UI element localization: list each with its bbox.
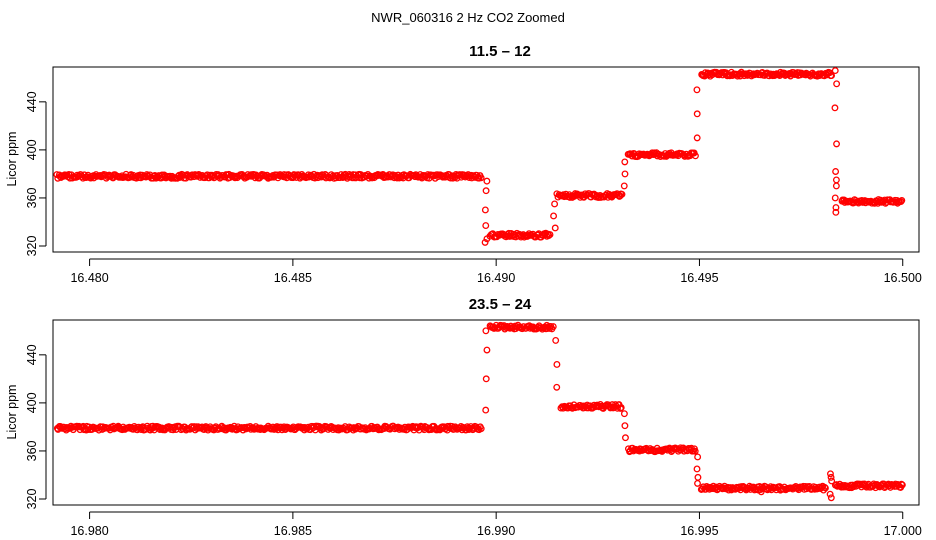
data-point bbox=[483, 346, 491, 354]
data-point bbox=[482, 187, 490, 195]
data-point bbox=[827, 473, 835, 481]
data-point bbox=[481, 238, 489, 246]
data-point bbox=[552, 336, 560, 344]
y-axis-label: Licor ppm bbox=[5, 385, 19, 440]
data-points bbox=[53, 67, 906, 246]
plot-frame bbox=[52, 66, 920, 253]
x-tick-label: 16.485 bbox=[274, 271, 312, 285]
data-point bbox=[617, 404, 625, 412]
plot-frame bbox=[52, 319, 920, 506]
y-tick-label: 400 bbox=[25, 139, 39, 160]
data-point bbox=[827, 494, 835, 502]
data-point bbox=[693, 465, 701, 473]
data-point bbox=[482, 375, 490, 383]
data-point bbox=[833, 140, 840, 148]
axis-ticks: 16.980 16.985 16.990 16.995 17.000 320 360 400 4… bbox=[25, 344, 922, 538]
panel-title: 23.5 – 24 bbox=[469, 296, 532, 313]
panel-top: 11.5 – 12 16.480 16.485 16.490 16.495 16.500… bbox=[5, 43, 922, 285]
data-point bbox=[832, 176, 840, 184]
y-tick-label: 400 bbox=[25, 392, 39, 413]
data-point bbox=[553, 383, 561, 391]
data-points bbox=[53, 321, 906, 502]
y-tick-label: 360 bbox=[25, 187, 39, 208]
data-point bbox=[614, 404, 621, 412]
data-point bbox=[828, 477, 836, 485]
panel-title: 11.5 – 12 bbox=[469, 43, 531, 60]
x-tick-label: 16.995 bbox=[680, 524, 718, 538]
data-point bbox=[691, 447, 699, 455]
data-point bbox=[693, 86, 701, 94]
data-point bbox=[477, 425, 485, 433]
x-tick-label: 16.480 bbox=[70, 271, 108, 285]
x-tick-label: 17.000 bbox=[884, 524, 922, 538]
y-tick-label: 320 bbox=[25, 236, 39, 257]
y-tick-label: 440 bbox=[25, 344, 39, 365]
data-point bbox=[462, 426, 470, 434]
y-tick-label: 360 bbox=[25, 440, 39, 461]
data-point bbox=[483, 177, 491, 185]
data-point bbox=[622, 434, 629, 442]
data-point bbox=[693, 134, 701, 142]
y-tick-label: 440 bbox=[25, 91, 39, 112]
data-point bbox=[621, 422, 629, 430]
y-axis-label: Licor ppm bbox=[5, 132, 19, 187]
data-point bbox=[821, 484, 829, 492]
y-tick-label: 320 bbox=[25, 489, 39, 510]
data-point bbox=[693, 110, 701, 118]
data-point bbox=[694, 453, 702, 461]
data-point bbox=[482, 222, 490, 230]
x-tick-label: 16.990 bbox=[477, 524, 515, 538]
data-point bbox=[483, 235, 491, 243]
data-point bbox=[545, 232, 553, 240]
data-point bbox=[551, 224, 559, 232]
data-point bbox=[898, 481, 906, 489]
data-point bbox=[477, 174, 485, 182]
data-point bbox=[482, 406, 490, 414]
data-point bbox=[832, 168, 840, 175]
data-point bbox=[251, 174, 259, 182]
data-point bbox=[549, 323, 557, 331]
data-point bbox=[692, 152, 699, 160]
data-point bbox=[550, 212, 558, 220]
data-point bbox=[827, 470, 834, 478]
data-point bbox=[826, 490, 834, 498]
data-point bbox=[593, 401, 601, 409]
data-point bbox=[757, 488, 765, 496]
x-tick-label: 16.980 bbox=[70, 524, 108, 538]
data-point bbox=[832, 182, 840, 190]
x-tick-label: 16.490 bbox=[477, 271, 515, 285]
data-point bbox=[694, 473, 702, 481]
data-point bbox=[831, 104, 839, 112]
data-point bbox=[828, 72, 836, 79]
data-point bbox=[832, 208, 840, 216]
data-point bbox=[831, 194, 839, 202]
figure-suptitle: NWR_060316 2 Hz CO2 Zoomed bbox=[371, 10, 565, 25]
data-point bbox=[551, 200, 559, 208]
x-tick-label: 16.985 bbox=[274, 524, 312, 538]
data-point bbox=[546, 231, 554, 239]
panel-bottom: 23.5 – 24 16.980 16.985 16.990 16.995 17.000… bbox=[5, 296, 922, 538]
data-point bbox=[481, 206, 489, 214]
x-tick-label: 16.495 bbox=[680, 271, 718, 285]
data-point bbox=[832, 204, 840, 211]
data-point bbox=[621, 170, 629, 178]
data-point bbox=[439, 173, 447, 181]
axis-ticks: 16.480 16.485 16.490 16.495 16.500 320 360 400 4… bbox=[25, 91, 922, 285]
data-point bbox=[616, 404, 624, 412]
data-point bbox=[553, 361, 561, 368]
data-point bbox=[620, 182, 628, 190]
data-point bbox=[618, 190, 626, 198]
data-point bbox=[831, 67, 839, 75]
data-point bbox=[482, 327, 490, 335]
x-tick-label: 16.500 bbox=[884, 271, 922, 285]
data-point bbox=[621, 158, 629, 166]
data-point bbox=[694, 479, 701, 487]
data-point bbox=[898, 196, 906, 204]
data-point bbox=[620, 410, 628, 418]
data-point bbox=[833, 80, 841, 88]
